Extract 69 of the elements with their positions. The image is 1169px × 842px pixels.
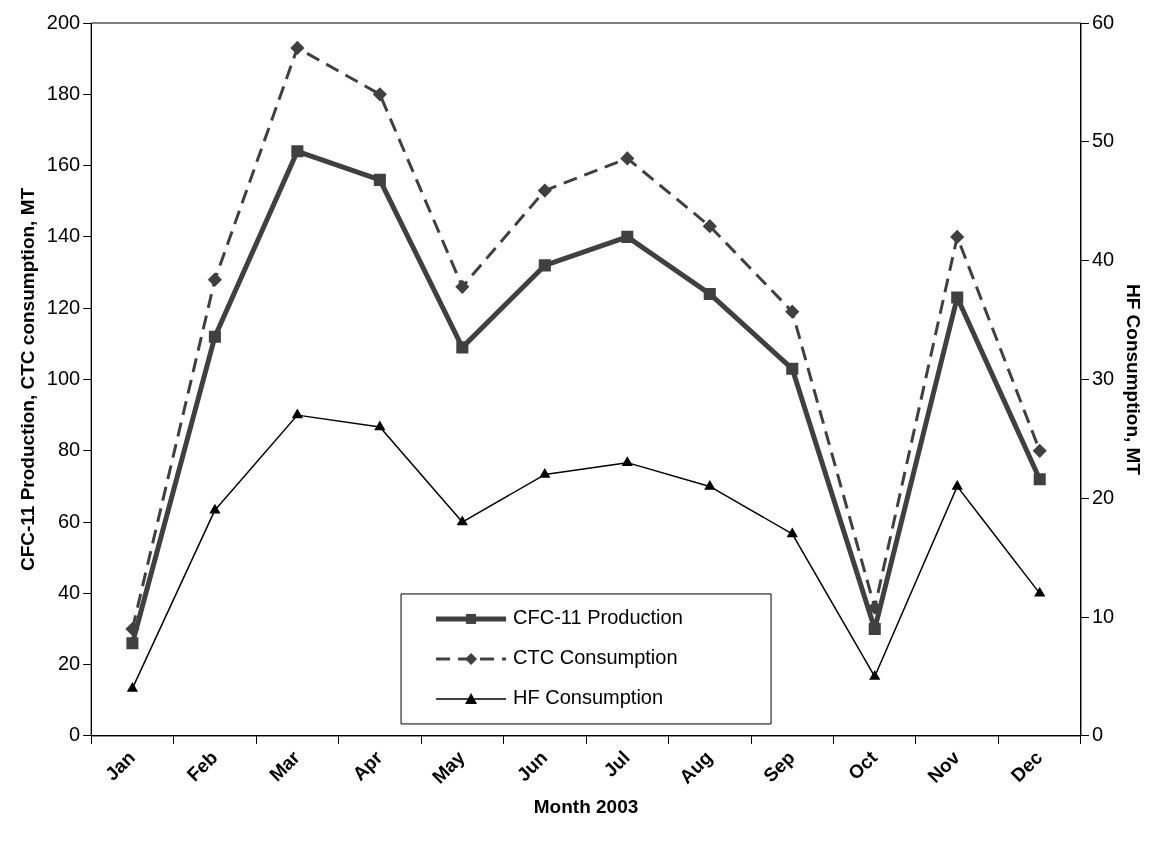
y-axis-title: CFC-11 Production, CTC consumption, MT bbox=[16, 187, 38, 572]
x-tick-label: Jan bbox=[100, 746, 139, 785]
legend-label: HF Consumption bbox=[513, 686, 664, 709]
y-tick-label: 20 bbox=[57, 652, 81, 675]
point bbox=[952, 480, 963, 490]
y2-tick-label: 30 bbox=[1091, 366, 1115, 389]
point bbox=[786, 362, 799, 375]
point bbox=[290, 41, 304, 55]
point bbox=[209, 504, 220, 514]
point bbox=[457, 516, 468, 526]
x-tick-label: Nov bbox=[923, 746, 965, 787]
y-tick-label: 40 bbox=[57, 580, 81, 603]
point bbox=[622, 456, 633, 466]
x-tick-label: Oct bbox=[844, 746, 882, 784]
y-tick-label: 0 bbox=[69, 723, 81, 746]
x-tick-label: Sep bbox=[759, 746, 799, 787]
point bbox=[704, 480, 715, 490]
point bbox=[456, 341, 469, 354]
point bbox=[1033, 444, 1047, 458]
point bbox=[374, 421, 385, 431]
point bbox=[208, 273, 222, 287]
point bbox=[538, 184, 552, 198]
point bbox=[868, 622, 881, 636]
point bbox=[126, 637, 139, 650]
point bbox=[951, 291, 964, 304]
legend-label: CTC Consumption bbox=[513, 646, 678, 669]
point bbox=[127, 682, 138, 692]
y2-tick-label: 50 bbox=[1091, 129, 1115, 152]
point bbox=[539, 468, 550, 478]
point bbox=[292, 409, 303, 419]
x-tick-label: May bbox=[427, 746, 470, 788]
y-tick-label: 140 bbox=[46, 224, 81, 247]
point bbox=[869, 670, 880, 680]
point bbox=[703, 287, 716, 300]
y-tick-label: 60 bbox=[57, 509, 81, 532]
point bbox=[620, 151, 634, 165]
y2-tick-label: 20 bbox=[1091, 485, 1115, 508]
point bbox=[373, 87, 387, 101]
y-tick-label: 120 bbox=[46, 295, 81, 318]
x-tick-label: Feb bbox=[182, 746, 222, 786]
y2-tick-label: 0 bbox=[1091, 723, 1104, 746]
point bbox=[1033, 473, 1046, 486]
point bbox=[291, 145, 304, 158]
y-tick-label: 100 bbox=[46, 366, 81, 389]
point bbox=[373, 173, 386, 186]
y-tick-label: 180 bbox=[46, 81, 81, 104]
y2-tick-label: 10 bbox=[1091, 604, 1115, 627]
y2-axis-title: HF Consumption, MT bbox=[1123, 283, 1145, 476]
point bbox=[538, 259, 551, 272]
point bbox=[703, 219, 717, 233]
point bbox=[208, 330, 221, 343]
point bbox=[455, 280, 469, 294]
x-tick-label: Dec bbox=[1006, 746, 1047, 787]
legend-label: CFC-11 Production bbox=[513, 606, 683, 629]
y2-tick-label: 40 bbox=[1091, 248, 1115, 271]
y-tick-label: 80 bbox=[57, 438, 81, 461]
point bbox=[950, 230, 964, 244]
x-tick-label: Jul bbox=[599, 746, 634, 781]
point bbox=[787, 528, 798, 538]
x-tick-label: Jun bbox=[512, 746, 552, 786]
y2-tick-label: 60 bbox=[1091, 10, 1115, 33]
x-tick-label: Mar bbox=[265, 746, 305, 786]
x-tick-label: Apr bbox=[348, 746, 387, 785]
point bbox=[785, 305, 799, 319]
point bbox=[621, 230, 634, 243]
x-axis-title: Month 2003 bbox=[533, 795, 639, 817]
point bbox=[1034, 587, 1045, 597]
y-tick-label: 200 bbox=[46, 10, 81, 33]
y-tick-label: 160 bbox=[46, 153, 81, 176]
